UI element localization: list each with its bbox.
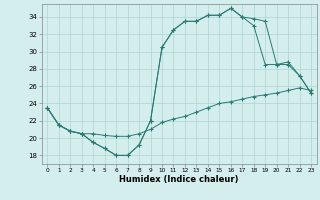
- X-axis label: Humidex (Indice chaleur): Humidex (Indice chaleur): [119, 175, 239, 184]
